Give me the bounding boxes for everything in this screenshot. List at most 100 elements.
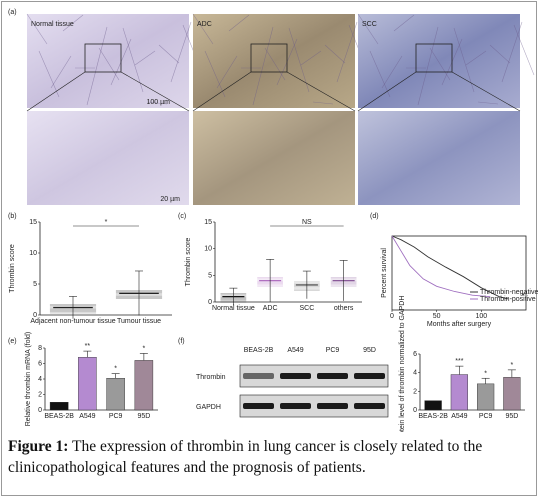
histology-image-zoom bbox=[358, 111, 520, 205]
image-title: ADC bbox=[197, 21, 212, 28]
significance: * bbox=[484, 370, 487, 377]
significance: * bbox=[143, 345, 146, 352]
tissue-texture bbox=[453, 27, 475, 93]
plot-frame bbox=[391, 235, 527, 311]
histology-image-zoom bbox=[27, 111, 189, 205]
y-tick-label: 15 bbox=[204, 219, 212, 226]
zoom-box bbox=[415, 43, 453, 73]
y-tick-label: 2 bbox=[413, 388, 417, 395]
y-tick-label: 2 bbox=[38, 392, 42, 399]
bar bbox=[134, 360, 154, 411]
bar bbox=[450, 374, 468, 411]
zoom-line bbox=[357, 71, 417, 112]
bar bbox=[477, 383, 495, 411]
x-tick-label: others bbox=[334, 305, 354, 312]
zoom-line bbox=[451, 71, 521, 112]
tissue-texture bbox=[50, 55, 72, 89]
zoom-line bbox=[26, 71, 86, 112]
x-tick-label: A549 bbox=[451, 413, 467, 420]
zoom-line bbox=[120, 71, 190, 112]
tissue-texture bbox=[228, 14, 250, 32]
significance: * bbox=[114, 366, 117, 373]
tissue-texture bbox=[38, 50, 60, 98]
tissue-texture bbox=[381, 55, 403, 89]
x-axis-label: Months after surgery bbox=[427, 321, 492, 328]
x-tick-label: PC9 bbox=[109, 413, 123, 420]
blot-band bbox=[317, 373, 348, 379]
legend-label: Thrombin-positive bbox=[480, 296, 536, 303]
x-tick-label: BEAS-2B bbox=[44, 413, 74, 420]
x-tick-label: 0 bbox=[390, 313, 394, 320]
annotation: * bbox=[522, 293, 525, 300]
tissue-texture bbox=[501, 21, 523, 83]
blot-band bbox=[354, 373, 385, 379]
y-tick-label: 4 bbox=[413, 370, 417, 377]
zoom-box bbox=[84, 43, 122, 73]
y-tick-label: 4 bbox=[38, 376, 42, 383]
tissue-texture bbox=[312, 101, 334, 105]
histology-image bbox=[193, 14, 355, 108]
bar bbox=[503, 377, 521, 411]
y-tick-label: 5 bbox=[33, 281, 37, 288]
significance: * bbox=[511, 362, 514, 369]
panel-label: (f) bbox=[178, 338, 185, 345]
tissue-texture bbox=[489, 44, 511, 64]
significance: ** bbox=[85, 343, 91, 350]
caption: Figure 1: The expression of thrombin in … bbox=[8, 436, 532, 478]
histology-image bbox=[358, 14, 520, 108]
tissue-texture bbox=[158, 44, 180, 64]
tissue-texture bbox=[62, 14, 84, 32]
tissue-texture bbox=[86, 26, 108, 106]
lane-label: BEAS-2B bbox=[244, 347, 274, 354]
y-axis-label: Relative protein level of thrombin norma… bbox=[399, 296, 406, 432]
panel-label: (a) bbox=[8, 9, 17, 16]
tissue-texture bbox=[146, 101, 168, 105]
lane-label: A549 bbox=[287, 347, 303, 354]
tissue-texture bbox=[336, 21, 358, 83]
blot-band bbox=[354, 403, 385, 409]
survival-curve bbox=[391, 235, 491, 298]
tissue-texture bbox=[465, 50, 487, 66]
scale-label: 100 µm bbox=[147, 99, 171, 106]
zoom-line bbox=[192, 71, 252, 112]
x-tick-label: Normal tissue bbox=[212, 305, 255, 312]
lane-label: PC9 bbox=[326, 347, 340, 354]
y-tick-label: 0 bbox=[38, 407, 42, 414]
figure: (a) Normal tissue ADC SCC 100 µm 20 µm (b) 0 5 10… bbox=[8, 9, 538, 432]
x-tick-label: SCC bbox=[299, 305, 314, 312]
lane-label: 95D bbox=[363, 347, 376, 354]
blot-band bbox=[280, 373, 311, 379]
x-tick-label: 100 bbox=[475, 313, 487, 320]
tissue-texture bbox=[477, 101, 499, 105]
tissue-texture bbox=[26, 13, 48, 45]
tissue-texture bbox=[324, 44, 346, 64]
blot-band bbox=[243, 403, 274, 409]
blot-row-label: Thrombin bbox=[196, 374, 226, 381]
y-tick-label: 0 bbox=[413, 407, 417, 414]
histology-image-zoom bbox=[193, 111, 355, 205]
y-tick-label: 10 bbox=[29, 250, 37, 257]
bar bbox=[424, 400, 442, 411]
tissue-texture bbox=[393, 14, 415, 32]
x-tick-label: A549 bbox=[79, 413, 95, 420]
caption-label: Figure 1: bbox=[8, 438, 69, 455]
x-tick-label: Adjacent non-tumour tissue bbox=[30, 318, 115, 325]
x-tick-label: Tumour tissue bbox=[117, 318, 161, 325]
tissue-texture bbox=[417, 26, 439, 106]
y-tick-label: 15 bbox=[29, 219, 37, 226]
y-axis-label: Thrombin score bbox=[9, 244, 16, 293]
legend-label: Thrombin-negative bbox=[480, 289, 538, 296]
x-tick-label: 95D bbox=[505, 413, 518, 420]
tissue-texture bbox=[216, 55, 238, 89]
tissue-texture bbox=[513, 24, 535, 76]
y-tick-label: 6 bbox=[38, 361, 42, 368]
y-tick-label: 0 bbox=[208, 299, 212, 306]
y-axis-label: Relative thrombin mRNA (fold) bbox=[25, 332, 32, 427]
tissue-texture bbox=[204, 50, 226, 98]
blot-band bbox=[280, 403, 311, 409]
y-tick-label: 6 bbox=[413, 351, 417, 358]
panel-label: (d) bbox=[370, 213, 379, 220]
panel-label: (c) bbox=[178, 213, 186, 220]
tissue-texture bbox=[122, 27, 144, 93]
